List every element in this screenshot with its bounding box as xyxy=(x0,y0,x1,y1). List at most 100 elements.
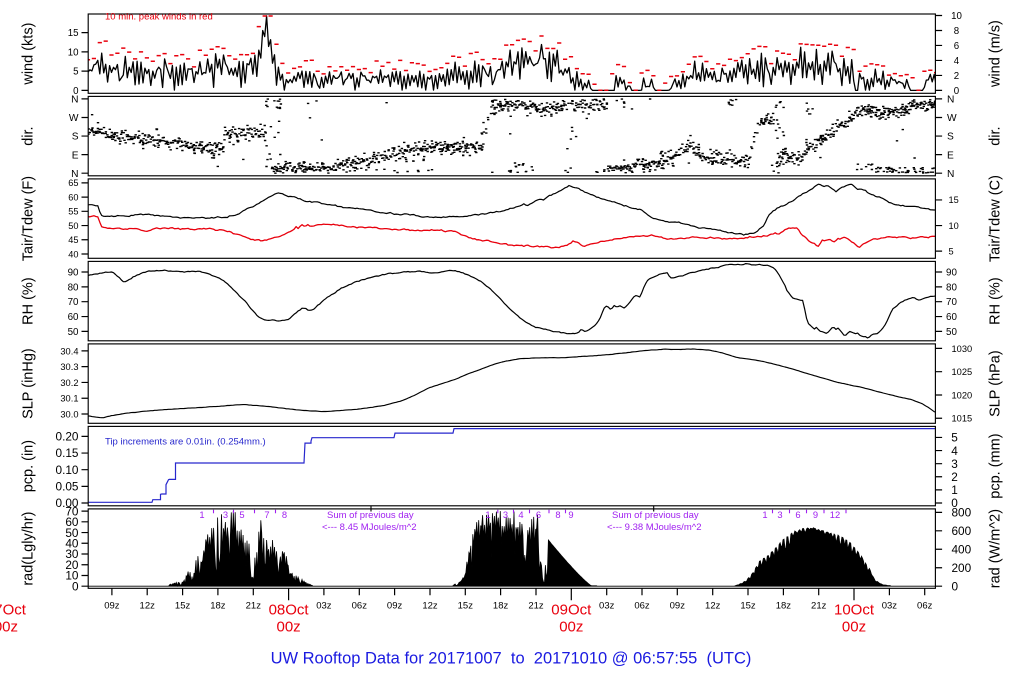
svg-text:SLP (hPa): SLP (hPa) xyxy=(988,350,1004,417)
svg-text:90: 90 xyxy=(68,268,79,279)
svg-text:S: S xyxy=(947,132,954,143)
svg-text:Sum of previous day: Sum of previous day xyxy=(327,510,414,521)
svg-text:55: 55 xyxy=(68,207,78,217)
svg-text:E: E xyxy=(72,150,79,161)
svg-text:0: 0 xyxy=(952,579,959,593)
svg-text:RH (%): RH (%) xyxy=(21,277,37,325)
svg-text:N: N xyxy=(947,95,954,106)
svg-text:8: 8 xyxy=(555,509,560,520)
svg-text:10Oct: 10Oct xyxy=(834,601,875,618)
svg-text:15: 15 xyxy=(949,195,959,205)
svg-text:65: 65 xyxy=(68,178,78,188)
svg-text:0.10: 0.10 xyxy=(56,463,79,477)
svg-text:09Oct: 09Oct xyxy=(551,601,592,618)
svg-text:09z: 09z xyxy=(104,601,120,612)
svg-text:30.2: 30.2 xyxy=(60,378,78,388)
svg-text:12z: 12z xyxy=(705,601,721,612)
svg-text:21z: 21z xyxy=(528,601,544,612)
svg-text:10: 10 xyxy=(951,11,962,22)
svg-text:30.4: 30.4 xyxy=(60,346,78,356)
svg-text:2: 2 xyxy=(951,470,958,484)
svg-text:03z: 03z xyxy=(316,601,332,612)
svg-text:1020: 1020 xyxy=(952,390,973,400)
svg-text:30.3: 30.3 xyxy=(60,362,78,372)
svg-text:12z: 12z xyxy=(422,601,438,612)
svg-text:W: W xyxy=(69,113,79,124)
svg-text:RH (%): RH (%) xyxy=(988,277,1004,325)
svg-text:07Oct: 07Oct xyxy=(0,601,27,618)
svg-text:5: 5 xyxy=(949,247,954,257)
svg-text:06z: 06z xyxy=(352,601,368,612)
svg-text:0.00: 0.00 xyxy=(56,496,79,510)
svg-text:dir.: dir. xyxy=(21,126,37,145)
svg-text:18z: 18z xyxy=(210,601,226,612)
svg-text:8: 8 xyxy=(282,509,287,520)
svg-text:00z: 00z xyxy=(842,619,866,636)
svg-text:0.15: 0.15 xyxy=(56,446,79,460)
svg-text:pcp. (in): pcp. (in) xyxy=(21,440,37,492)
svg-text:Tip increments are 0.01in. (0.: Tip increments are 0.01in. (0.254mm.) xyxy=(105,437,266,448)
svg-text:10: 10 xyxy=(68,47,79,58)
svg-text:4: 4 xyxy=(518,509,523,520)
svg-text:400: 400 xyxy=(952,543,972,557)
svg-text:10: 10 xyxy=(949,221,959,231)
svg-text:80: 80 xyxy=(68,282,79,293)
svg-text:10 min. peak winds in red: 10 min. peak winds in red xyxy=(105,12,213,23)
svg-text:60: 60 xyxy=(68,312,79,323)
svg-text:1030: 1030 xyxy=(952,344,973,354)
svg-text:Sum of previous day: Sum of previous day xyxy=(612,510,699,521)
svg-text:600: 600 xyxy=(952,524,972,538)
svg-text:50: 50 xyxy=(65,526,79,540)
svg-text:60: 60 xyxy=(68,192,78,202)
svg-text:SLP (inHg): SLP (inHg) xyxy=(21,348,37,419)
svg-text:06z: 06z xyxy=(634,601,650,612)
svg-text:pcp. (mm): pcp. (mm) xyxy=(988,433,1004,498)
svg-text:50: 50 xyxy=(68,327,79,338)
svg-text:40: 40 xyxy=(68,249,78,259)
svg-text:00z: 00z xyxy=(277,619,301,636)
svg-text:3: 3 xyxy=(777,509,782,520)
svg-text:N: N xyxy=(947,169,954,180)
svg-text:9: 9 xyxy=(568,509,573,520)
svg-text:6: 6 xyxy=(954,41,959,52)
svg-text:0: 0 xyxy=(954,86,960,97)
svg-text:15z: 15z xyxy=(175,601,191,612)
svg-text:3: 3 xyxy=(503,509,508,520)
svg-text:0.05: 0.05 xyxy=(56,480,79,494)
svg-text:7: 7 xyxy=(264,509,269,520)
svg-text:03z: 03z xyxy=(599,601,615,612)
svg-text:200: 200 xyxy=(952,561,972,575)
svg-text:00z: 00z xyxy=(559,619,583,636)
svg-text:40: 40 xyxy=(65,537,79,551)
svg-text:6: 6 xyxy=(795,509,800,520)
svg-text:1015: 1015 xyxy=(952,414,973,424)
svg-text:5: 5 xyxy=(239,509,244,520)
svg-text:0.20: 0.20 xyxy=(56,430,79,444)
svg-text:2: 2 xyxy=(954,71,959,82)
svg-text:3: 3 xyxy=(223,509,228,520)
svg-text:1: 1 xyxy=(762,509,767,520)
svg-text:rad(Lgly/hr): rad(Lgly/hr) xyxy=(21,512,37,586)
svg-text:12: 12 xyxy=(830,509,840,520)
svg-text:09z: 09z xyxy=(670,601,686,612)
svg-text:4: 4 xyxy=(954,56,960,67)
svg-text:0: 0 xyxy=(951,496,958,510)
svg-text:1: 1 xyxy=(199,509,204,520)
svg-text:N: N xyxy=(71,95,78,106)
svg-text:03z: 03z xyxy=(882,601,898,612)
svg-text:60: 60 xyxy=(946,312,957,323)
svg-text:0: 0 xyxy=(72,579,79,593)
svg-text:30: 30 xyxy=(65,547,79,561)
svg-text:rad (W/m^2): rad (W/m^2) xyxy=(988,509,1004,588)
svg-text:wind (kts): wind (kts) xyxy=(21,23,37,86)
svg-text:wind (m/s): wind (m/s) xyxy=(988,20,1004,88)
svg-text:12z: 12z xyxy=(140,601,156,612)
svg-text:1025: 1025 xyxy=(952,367,973,377)
svg-text:Tair/Tdew (C): Tair/Tdew (C) xyxy=(988,175,1004,262)
svg-text:E: E xyxy=(947,150,954,161)
svg-text:90: 90 xyxy=(946,268,957,279)
svg-text:8: 8 xyxy=(954,26,959,37)
svg-text:10: 10 xyxy=(65,569,79,583)
svg-text:15: 15 xyxy=(68,28,79,39)
svg-text:60: 60 xyxy=(65,515,79,529)
